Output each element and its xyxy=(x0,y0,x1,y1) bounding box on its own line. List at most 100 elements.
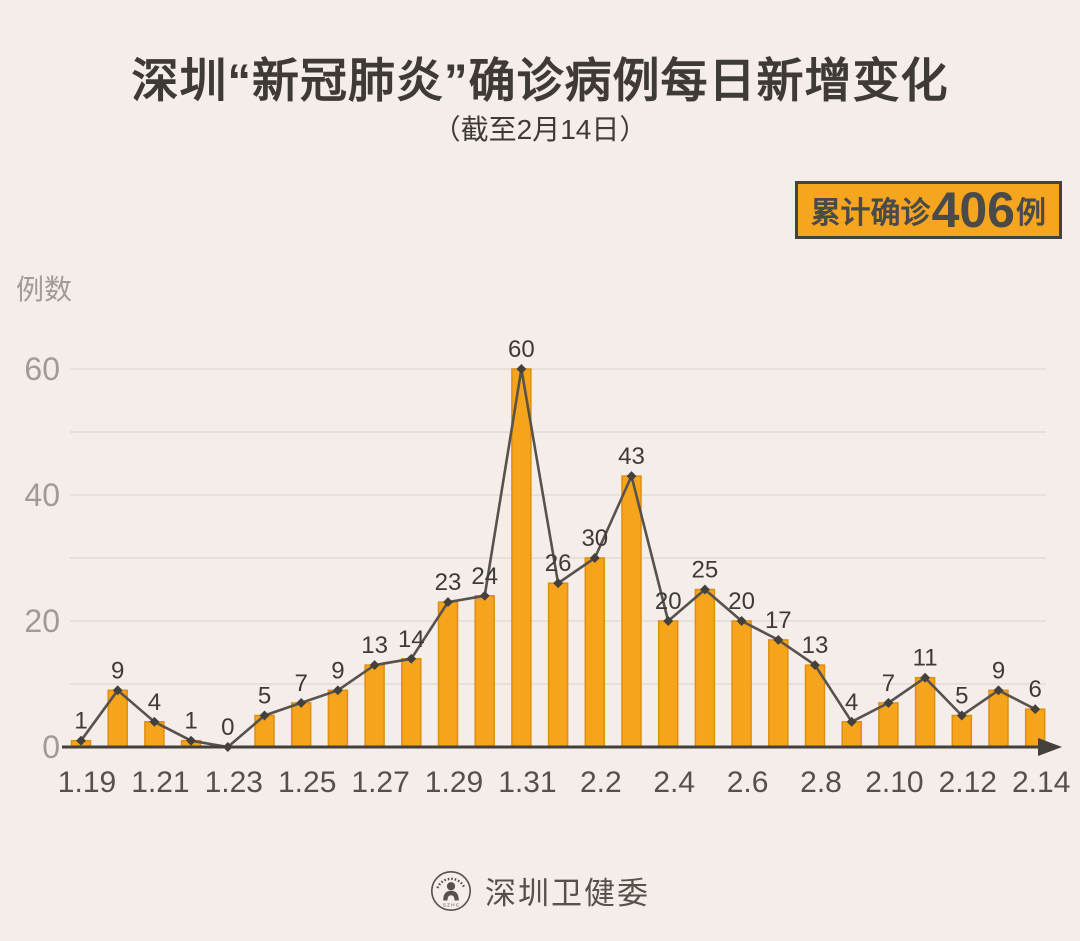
marker-2.2 xyxy=(589,553,600,563)
value-label-1.22: 1 xyxy=(184,708,197,735)
x-tick-2.10: 2.10 xyxy=(865,766,923,799)
bar-2.1 xyxy=(547,582,569,748)
value-label-1.20: 9 xyxy=(111,657,124,684)
marker-2.10 xyxy=(883,697,894,708)
value-label-2.8: 13 xyxy=(802,632,829,659)
bar-2.4 xyxy=(657,620,679,748)
bar-1.29 xyxy=(437,601,459,748)
marker-1.27 xyxy=(369,660,380,671)
value-label-1.28: 14 xyxy=(398,626,425,653)
bar-2.2 xyxy=(584,557,606,748)
marker-2.14 xyxy=(1030,704,1041,715)
marker-1.20 xyxy=(112,685,123,696)
bar-1.28 xyxy=(401,658,422,748)
marker-1.19 xyxy=(76,735,86,746)
page-subtitle: （截至2月14日） xyxy=(432,114,648,145)
value-label-2.3: 43 xyxy=(618,443,645,470)
value-label-1.30: 24 xyxy=(471,563,498,590)
value-label-2.9: 4 xyxy=(845,689,858,716)
value-label-2.6: 20 xyxy=(728,588,755,615)
x-tick-2.8: 2.8 xyxy=(800,766,842,799)
org-name: 深圳卫健委 xyxy=(485,876,650,911)
value-label-1.29: 23 xyxy=(435,569,462,596)
y-tick-60: 60 xyxy=(24,351,60,387)
x-tick-1.31: 1.31 xyxy=(498,766,556,799)
marker-2.4 xyxy=(663,616,674,626)
x-tick-1.19: 1.19 xyxy=(58,766,116,799)
marker-1.30 xyxy=(479,590,490,601)
bar-1.30 xyxy=(474,595,495,748)
value-label-1.26: 9 xyxy=(331,657,344,684)
x-tick-1.25: 1.25 xyxy=(278,766,336,799)
marker-1.24 xyxy=(259,710,270,721)
value-label-2.4: 20 xyxy=(655,588,682,615)
marker-1.22 xyxy=(186,735,197,746)
bar-1.26 xyxy=(327,689,349,748)
marker-1.25 xyxy=(296,697,307,708)
bar-2.13 xyxy=(988,689,1009,748)
y-tick-0: 0 xyxy=(42,729,60,765)
bar-2.3 xyxy=(621,475,642,748)
value-label-1.31: 60 xyxy=(508,336,535,363)
x-tick-1.27: 1.27 xyxy=(351,766,409,799)
x-tick-1.23: 1.23 xyxy=(205,766,263,799)
value-label-2.13: 9 xyxy=(992,657,1005,684)
y-tick-20: 20 xyxy=(24,603,60,639)
value-label-1.24: 5 xyxy=(258,683,271,710)
value-label-2.1: 26 xyxy=(545,550,572,577)
x-tick-2.12: 2.12 xyxy=(939,766,997,799)
value-label-2.12: 5 xyxy=(955,683,968,710)
badge-unit-label: 例 xyxy=(1016,197,1046,230)
org-logo-icon: S Z H C xyxy=(430,870,472,912)
value-label-2.14: 6 xyxy=(1029,676,1042,703)
value-label-1.25: 7 xyxy=(295,670,308,697)
value-label-2.2: 30 xyxy=(581,525,608,552)
value-label-1.21: 4 xyxy=(148,689,161,716)
x-axis-arrow xyxy=(1038,738,1062,756)
value-label-2.5: 25 xyxy=(692,557,719,584)
marker-2.5 xyxy=(699,584,710,595)
marker-1.29 xyxy=(443,597,453,608)
value-label-2.10: 7 xyxy=(882,670,895,697)
badge-prefix-label: 累计确诊 xyxy=(810,197,931,230)
bar-1.27 xyxy=(364,664,385,748)
value-label-1.27: 13 xyxy=(361,632,388,659)
marker-2.9 xyxy=(846,716,857,727)
bar-2.5 xyxy=(694,588,716,748)
x-tick-1.21: 1.21 xyxy=(131,766,189,799)
marker-1.31 xyxy=(516,364,527,374)
marker-2.7 xyxy=(773,634,784,645)
marker-2.12 xyxy=(956,710,967,721)
value-label-2.7: 17 xyxy=(765,607,792,634)
logo-letters: S Z H C xyxy=(443,902,460,907)
cumulative-total-badge: 累计确诊 406 例 xyxy=(794,181,1062,239)
value-label-1.23: 0 xyxy=(221,714,234,741)
bar-2.6 xyxy=(731,620,752,748)
marker-2.8 xyxy=(810,660,820,671)
bar-1.25 xyxy=(290,702,312,748)
y-tick-40: 40 xyxy=(24,477,60,513)
marker-2.6 xyxy=(736,616,747,626)
y-axis-title: 例数 xyxy=(16,274,73,305)
value-label-1.19: 1 xyxy=(74,708,87,735)
bar-1.31 xyxy=(511,368,532,748)
bar-2.10 xyxy=(878,702,899,748)
marker-2.11 xyxy=(920,672,931,683)
x-tick-2.14: 2.14 xyxy=(1012,766,1070,799)
x-tick-2.4: 2.4 xyxy=(653,766,695,799)
page-title: 深圳“新冠肺炎”确诊病例每日新增变化 xyxy=(131,54,949,107)
bar-2.7 xyxy=(768,639,789,748)
x-tick-1.29: 1.29 xyxy=(425,766,483,799)
marker-2.1 xyxy=(553,578,564,589)
x-tick-2.6: 2.6 xyxy=(727,766,769,799)
footer: S Z H C 深圳卫健委 xyxy=(0,868,1080,913)
marker-2.13 xyxy=(993,685,1004,696)
marker-1.28 xyxy=(406,653,417,664)
bar-2.11 xyxy=(914,676,936,748)
badge-total-value: 406 xyxy=(931,182,1015,238)
marker-1.26 xyxy=(332,685,343,696)
marker-2.3 xyxy=(626,471,637,482)
value-label-2.11: 11 xyxy=(913,645,938,672)
